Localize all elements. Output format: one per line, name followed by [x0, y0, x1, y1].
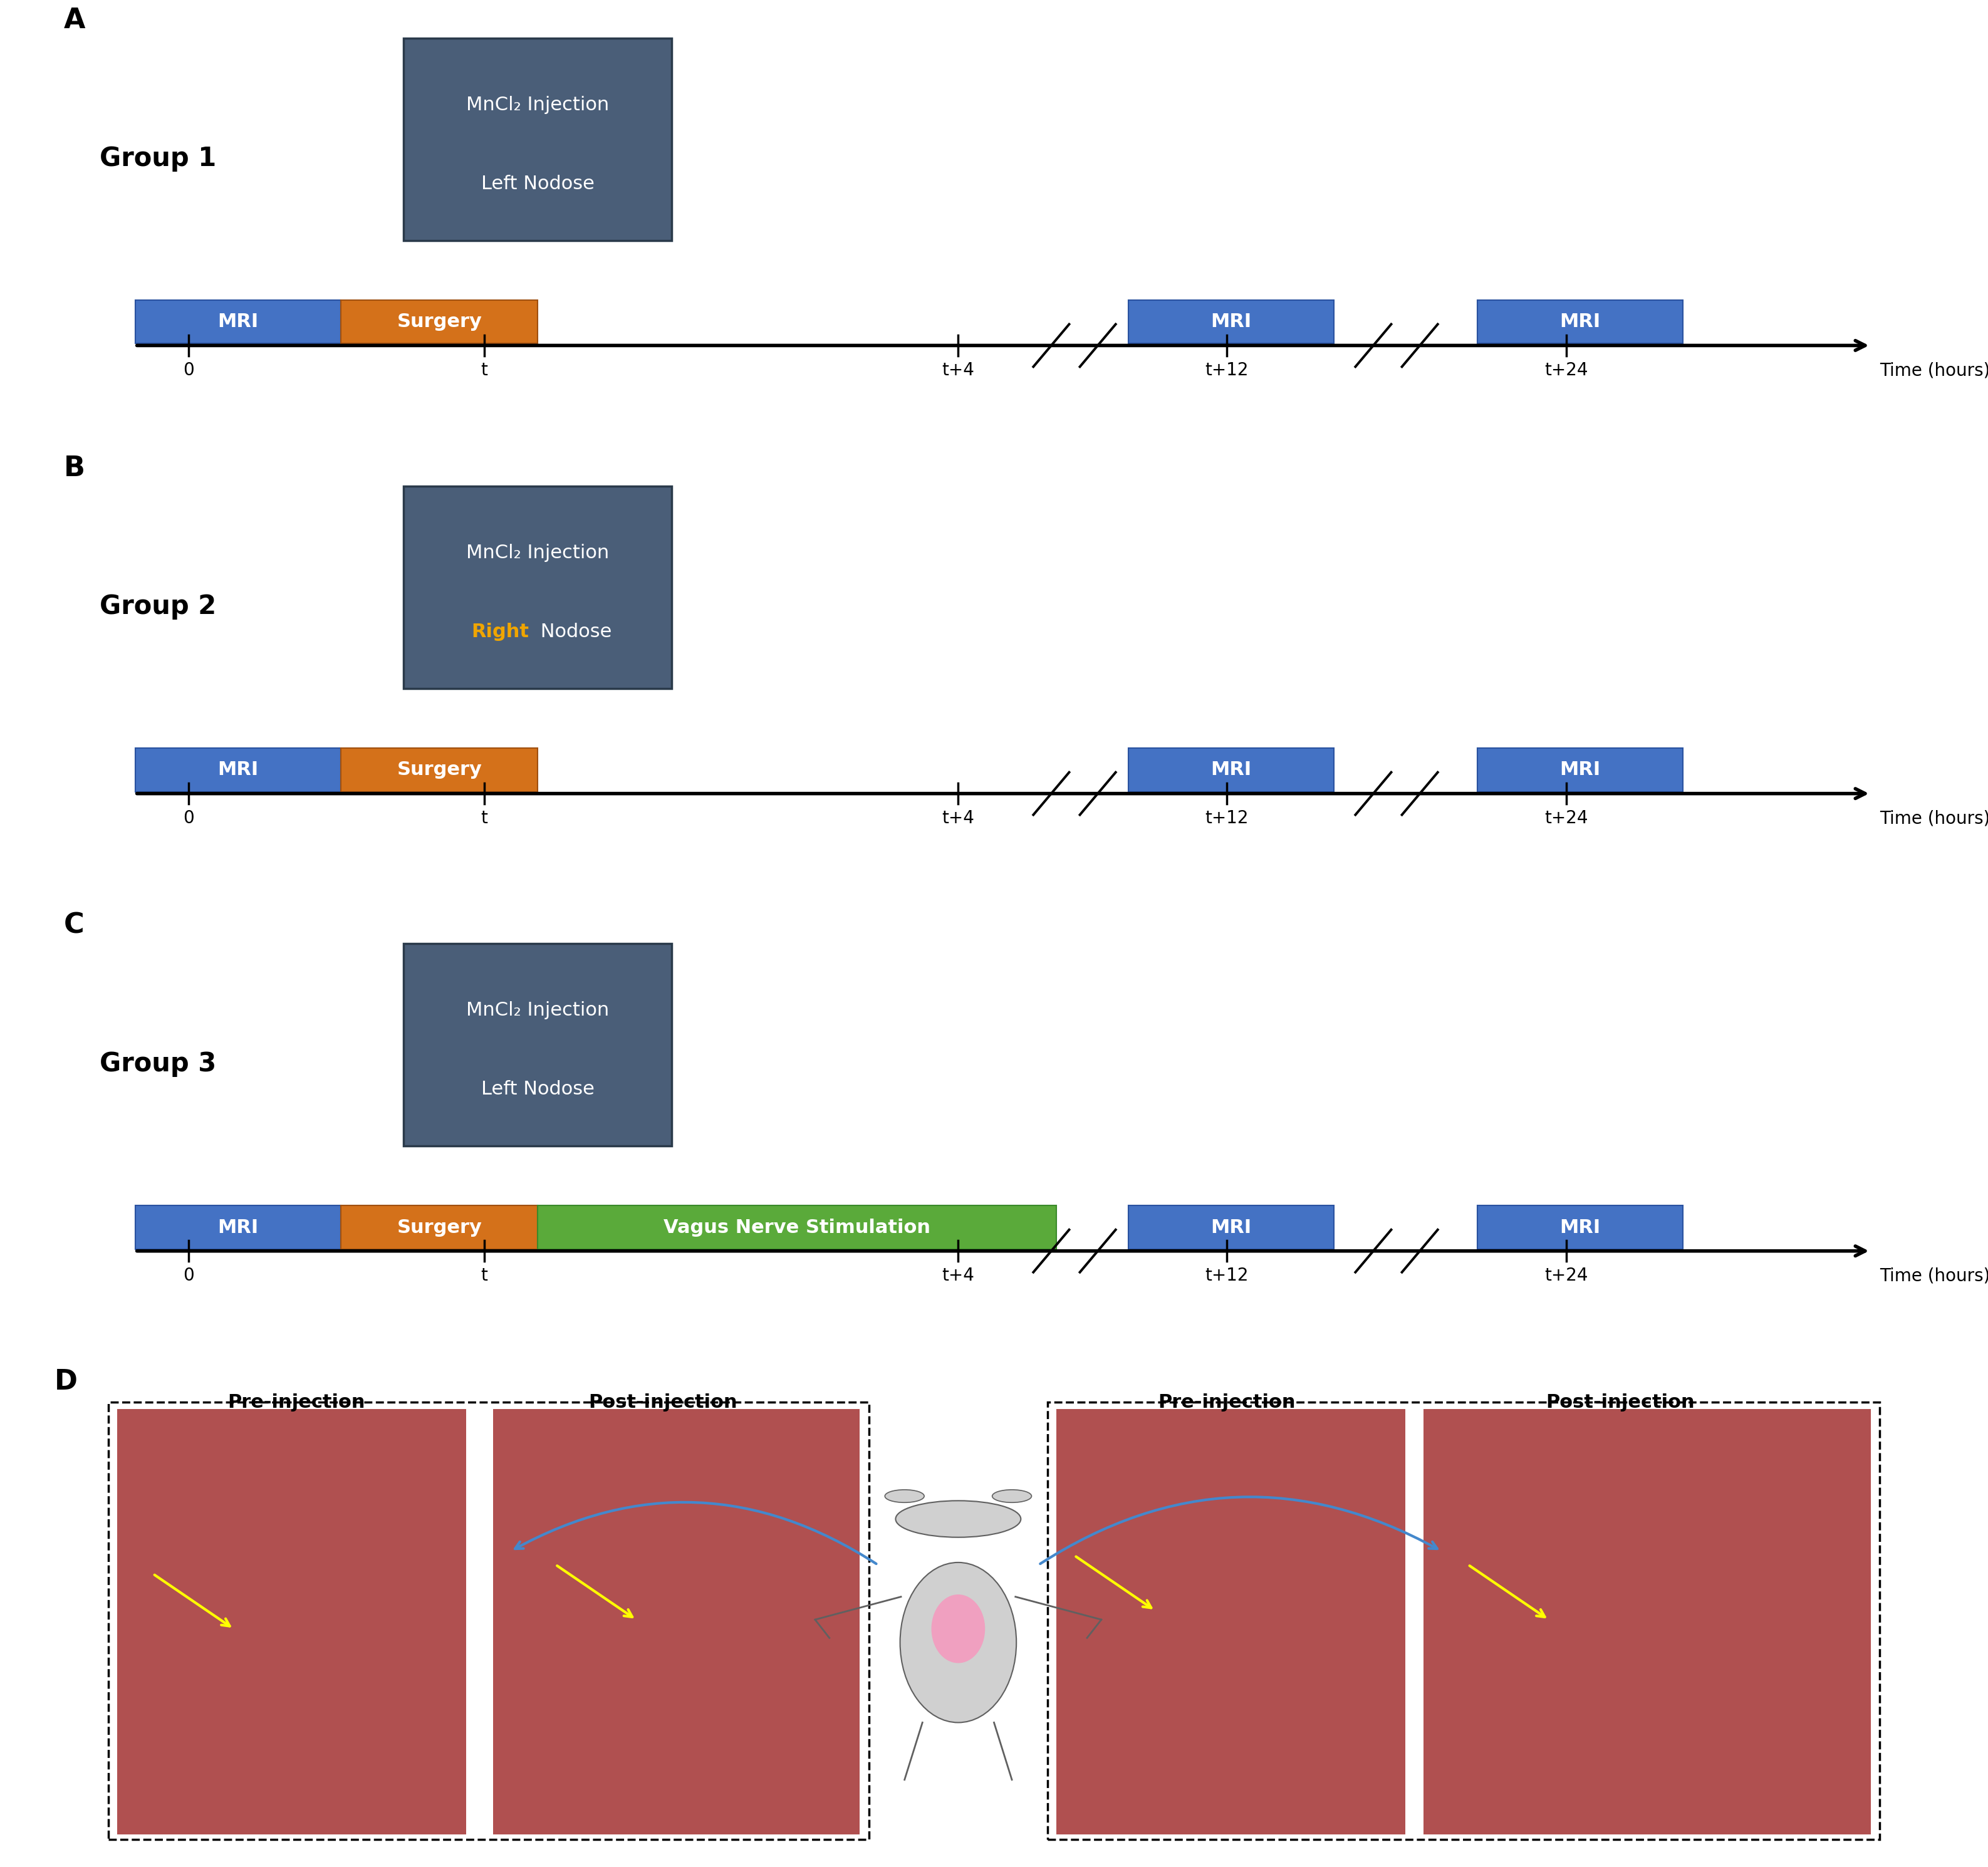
Text: t+4: t+4 [942, 1268, 974, 1284]
Text: Surgery: Surgery [398, 1219, 481, 1236]
Text: t+24: t+24 [1545, 362, 1588, 379]
Text: Pre-injection: Pre-injection [227, 1393, 366, 1411]
Text: Group 2: Group 2 [99, 594, 217, 620]
Text: 0: 0 [183, 362, 195, 379]
Bar [1423, 1410, 1871, 1835]
Text: MRI: MRI [1559, 762, 1600, 779]
Text: D: D [56, 1369, 78, 1395]
Text: Left Nodose: Left Nodose [481, 175, 594, 192]
Text: B: B [64, 456, 85, 482]
Bar [1477, 749, 1682, 792]
FancyBboxPatch shape [1048, 1402, 1879, 1839]
Text: MnCl₂ Injection: MnCl₂ Injection [467, 1001, 608, 1019]
Text: Time (hours): Time (hours) [1879, 1268, 1988, 1284]
Ellipse shape [901, 1563, 1016, 1723]
Text: MRI: MRI [1211, 314, 1252, 330]
Ellipse shape [930, 1594, 984, 1663]
Text: t: t [481, 1268, 487, 1284]
Text: t+12: t+12 [1205, 810, 1248, 827]
Text: t+12: t+12 [1205, 1268, 1248, 1284]
Text: C: C [64, 913, 83, 939]
FancyBboxPatch shape [107, 1402, 869, 1839]
Bar [1477, 301, 1682, 344]
Text: Surgery: Surgery [398, 314, 481, 330]
Bar [135, 1206, 342, 1249]
Text: t+12: t+12 [1205, 362, 1248, 379]
Bar [117, 1410, 465, 1835]
Text: Time (hours): Time (hours) [1879, 362, 1988, 379]
Text: Right Nodose: Right Nodose [473, 624, 602, 640]
Text: Group 1: Group 1 [99, 146, 217, 172]
Text: MRI: MRI [1559, 314, 1600, 330]
Text: MnCl₂ Injection: MnCl₂ Injection [467, 95, 608, 114]
Text: t+4: t+4 [942, 810, 974, 827]
Text: Group 3: Group 3 [99, 1051, 217, 1077]
Bar [342, 749, 537, 792]
Text: 0: 0 [183, 810, 195, 827]
Text: MnCl₂ Injection: MnCl₂ Injection [467, 543, 608, 562]
Text: t: t [481, 810, 487, 827]
Bar [537, 1206, 1056, 1249]
Bar [1477, 1206, 1682, 1249]
Bar [1129, 1206, 1334, 1249]
Text: A: A [64, 7, 85, 34]
Text: t+24: t+24 [1545, 1268, 1588, 1284]
Text: Surgery: Surgery [398, 762, 481, 779]
Ellipse shape [895, 1501, 1022, 1537]
Bar [135, 301, 342, 344]
Bar [493, 1410, 859, 1835]
Text: MRI: MRI [1211, 1219, 1252, 1236]
Text: Right: Right [471, 624, 529, 640]
Text: 0: 0 [183, 1268, 195, 1284]
Text: Post-injection: Post-injection [1547, 1393, 1694, 1411]
Text: Left Nodose: Left Nodose [481, 1081, 594, 1098]
FancyBboxPatch shape [404, 485, 672, 689]
Bar [877, 1423, 1038, 1826]
Text: Time (hours): Time (hours) [1879, 810, 1988, 827]
Bar [1129, 749, 1334, 792]
Bar [342, 301, 537, 344]
Text: MRI: MRI [1559, 1219, 1600, 1236]
Bar [342, 1206, 537, 1249]
Text: MRI: MRI [1211, 762, 1252, 779]
Ellipse shape [885, 1490, 924, 1503]
FancyBboxPatch shape [404, 37, 672, 241]
Text: Pre-injection: Pre-injection [1157, 1393, 1296, 1411]
Bar [135, 749, 342, 792]
Text: t+24: t+24 [1545, 810, 1588, 827]
Text: MRI: MRI [217, 314, 258, 330]
Text: Nodose: Nodose [535, 624, 612, 640]
Text: MRI: MRI [217, 1219, 258, 1236]
Bar [1058, 1410, 1406, 1835]
Text: t: t [481, 362, 487, 379]
Text: MRI: MRI [217, 762, 258, 779]
Text: Post-injection: Post-injection [588, 1393, 738, 1411]
Bar [1129, 301, 1334, 344]
Text: t+4: t+4 [942, 362, 974, 379]
Text: Vagus Nerve Stimulation: Vagus Nerve Stimulation [664, 1219, 930, 1236]
Ellipse shape [992, 1490, 1032, 1503]
FancyBboxPatch shape [404, 943, 672, 1146]
